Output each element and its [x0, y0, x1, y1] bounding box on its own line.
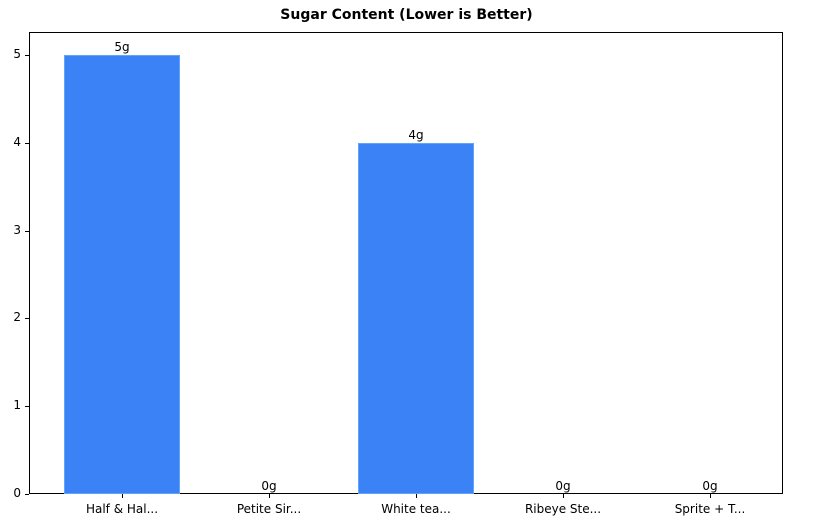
y-tick-label: 5	[13, 47, 21, 61]
y-tick-label: 3	[13, 222, 21, 237]
x-tick-label: White tea...	[381, 502, 451, 516]
x-tick-label: Ribeye Ste...	[524, 502, 602, 516]
bar-value-label: 0g	[555, 479, 571, 493]
bar-value-label: 0g	[261, 479, 277, 493]
y-tick	[25, 406, 29, 408]
x-tick	[563, 494, 564, 498]
x-tick	[416, 494, 417, 498]
x-tick-label: Half & Hal...	[85, 502, 159, 516]
y-tick	[25, 230, 29, 232]
y-tick	[25, 318, 29, 320]
bar-value-label: 0g	[702, 479, 718, 493]
chart-title: Sugar Content (Lower is Better)	[280, 7, 533, 23]
x-tick	[710, 494, 711, 498]
y-tick	[25, 55, 29, 56]
x-tick-label: Petite Sir...	[236, 502, 302, 516]
y-tick-label: 2	[13, 310, 21, 325]
y-tick-label: 4	[13, 134, 21, 149]
y-tick-label: 1	[13, 398, 21, 413]
x-tick	[122, 494, 123, 498]
y-tick	[25, 494, 29, 495]
y-tick	[25, 142, 29, 144]
bar	[358, 142, 474, 494]
bar-value-label: 4g	[408, 127, 424, 142]
x-tick	[269, 494, 270, 498]
bar	[64, 55, 180, 494]
y-tick-label: 0	[13, 486, 21, 500]
x-tick-label: Sprite + T...	[674, 502, 746, 516]
bar-value-label: 5g	[114, 40, 130, 54]
